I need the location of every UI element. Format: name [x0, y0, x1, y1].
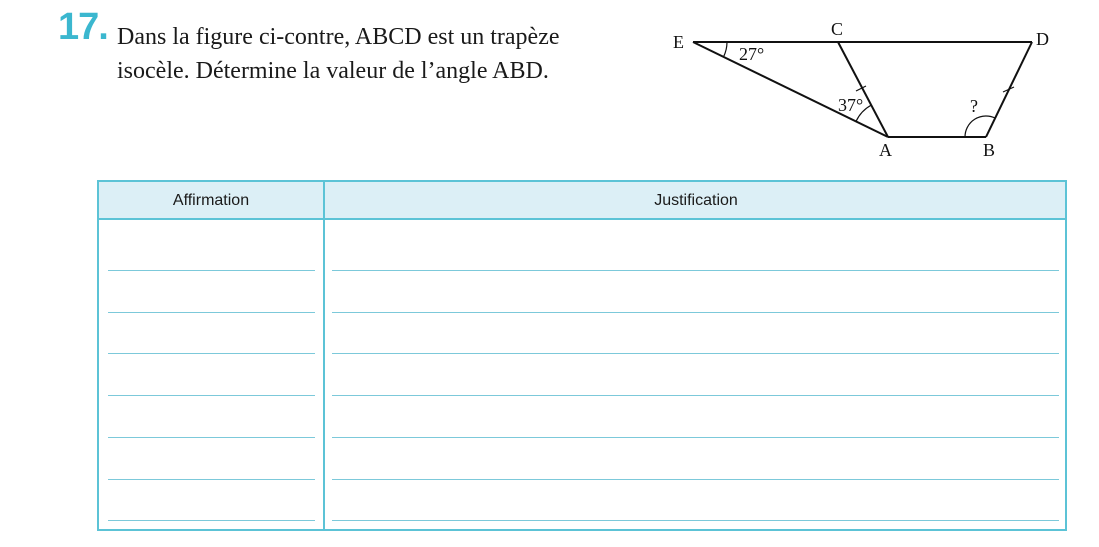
justification-answer-line[interactable] — [332, 479, 1059, 480]
exercise-statement: Dans la figure ci-contre, ABCD est un tr… — [117, 20, 617, 88]
angle-label-b: ? — [970, 96, 978, 116]
justification-answer-line[interactable] — [332, 270, 1059, 271]
point-label-e: E — [673, 32, 684, 52]
affirmation-answer-line[interactable] — [108, 353, 315, 354]
affirmation-answer-line[interactable] — [108, 437, 315, 438]
affirmation-answer-line[interactable] — [108, 270, 315, 271]
column-divider — [323, 182, 325, 529]
point-label-b: B — [983, 140, 995, 160]
angle-arc-b — [964, 115, 996, 138]
justification-answer-line[interactable] — [332, 395, 1059, 396]
tick-mark-ca — [855, 85, 867, 92]
affirmation-answer-line[interactable] — [108, 312, 315, 313]
justification-answer-line[interactable] — [332, 520, 1059, 521]
justification-answer-line[interactable] — [332, 312, 1059, 313]
point-label-d: D — [1036, 29, 1049, 49]
angle-arc-a — [855, 104, 872, 122]
angle-label-e: 27° — [739, 44, 764, 64]
exercise-number: 17. — [58, 6, 109, 48]
header-justification: Justification — [654, 192, 738, 209]
statement-line-1: Dans la figure ci-contre, ABCD est un tr… — [117, 24, 560, 50]
justification-answer-line[interactable] — [332, 353, 1059, 354]
point-label-c: C — [831, 19, 843, 39]
table-header: Affirmation Justification — [99, 182, 1065, 220]
trapezoid-figure: E C D A B 27° 37° ? — [673, 19, 1049, 160]
affirmation-answer-line[interactable] — [108, 520, 315, 521]
affirmation-answer-line[interactable] — [108, 479, 315, 480]
tick-mark-bd — [1002, 86, 1015, 93]
point-label-a: A — [879, 140, 892, 160]
angle-arc-e — [723, 41, 728, 57]
affirmation-answer-line[interactable] — [108, 395, 315, 396]
header-affirmation: Affirmation — [172, 192, 250, 209]
segment-ca — [837, 41, 889, 138]
answer-table: Affirmation Justification — [97, 180, 1067, 531]
statement-line-2: isocèle. Détermine la valeur de l’angle … — [117, 58, 549, 84]
angle-label-a: 37° — [838, 95, 863, 115]
justification-answer-line[interactable] — [332, 437, 1059, 438]
